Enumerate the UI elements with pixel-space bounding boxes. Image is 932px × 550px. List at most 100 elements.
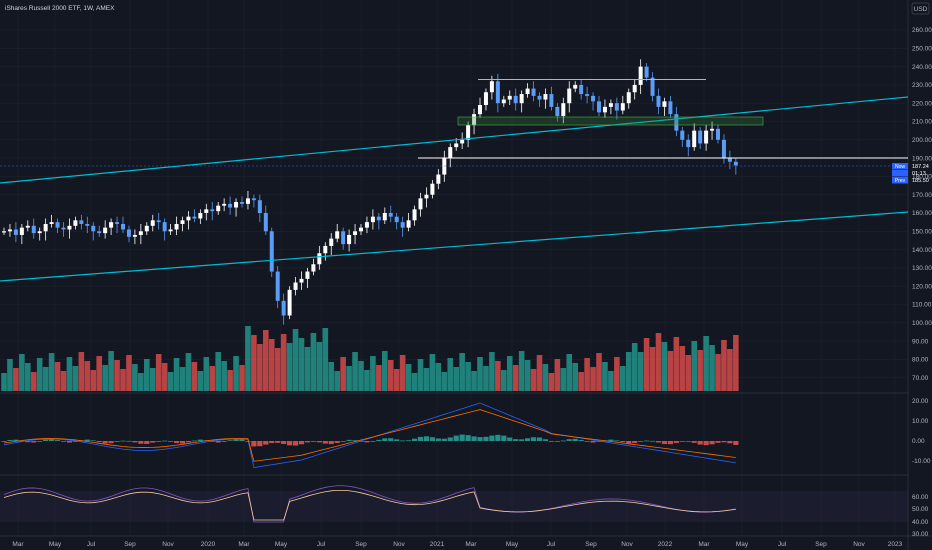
macd-hist-bar: [340, 441, 346, 442]
price-tick: 120.00: [912, 283, 932, 290]
macd-hist-bar: [316, 441, 322, 443]
macd-hist-bar: [471, 436, 477, 441]
macd-hist-bar: [721, 441, 727, 443]
time-label: Mar: [698, 541, 710, 548]
time-label: May: [736, 541, 749, 548]
time-axis[interactable]: Mar May Jul Sep Nov 2020 Mar May Jul Sep Nov 2021 Ma…: [12, 541, 902, 548]
macd-hist-bar: [513, 439, 519, 441]
drawings[interactable]: [0, 79, 909, 282]
candle-body: [49, 222, 54, 224]
candle-body: [37, 231, 42, 234]
candle-body: [174, 223, 179, 230]
macd-tick: 20.00: [912, 398, 929, 405]
volume-bar: [155, 354, 162, 391]
macd-hist-bar: [233, 439, 239, 441]
macd-hist-bar: [525, 438, 531, 441]
macd-hist-bar: [566, 439, 572, 441]
volume-bar: [423, 368, 430, 391]
candle-body: [478, 105, 482, 115]
candle-body: [388, 213, 393, 217]
volume-bar: [161, 363, 168, 391]
macd-hist-bar: [703, 441, 709, 446]
macd-hist-bar: [495, 434, 501, 441]
volume-bar: [60, 371, 67, 391]
volume-bar: [566, 354, 573, 391]
price-tick: 70.00: [912, 375, 929, 382]
signal-line: [3, 409, 736, 462]
candle-body: [721, 139, 726, 159]
candle-body: [585, 94, 590, 96]
volume-bar: [167, 372, 174, 391]
candle-body: [79, 220, 84, 224]
price-tick: 250.00: [912, 46, 932, 53]
volume-bar: [625, 352, 632, 391]
macd-hist-bar: [96, 441, 102, 443]
volume-bar: [631, 343, 638, 391]
price-tag-label: Prev: [895, 178, 906, 184]
volume-bar: [90, 370, 97, 391]
candle-body: [614, 103, 619, 111]
volume-bar: [102, 365, 108, 391]
volume-bar: [459, 353, 465, 391]
candle-body: [204, 209, 209, 213]
candle-body: [299, 278, 304, 283]
time-label: Nov: [853, 541, 865, 548]
volume-bar: [263, 330, 269, 391]
volume-bar: [144, 359, 150, 391]
macd-hist-bar: [465, 435, 471, 441]
macd-hist-bar: [322, 441, 328, 444]
time-label: Sep: [355, 541, 367, 548]
candle-body: [608, 103, 613, 107]
volume-bar: [709, 345, 715, 391]
candle-body: [281, 300, 286, 316]
macd-hist-bar: [245, 441, 251, 442]
candle-body: [240, 202, 244, 204]
macd-hist-bar: [620, 441, 626, 443]
volume-bar: [221, 361, 227, 391]
macd-hist-bar: [530, 437, 537, 441]
volume-bar: [536, 355, 543, 391]
candle-body: [733, 161, 738, 166]
candle-body: [466, 125, 471, 140]
volume-bar: [524, 360, 531, 391]
candle-body: [198, 213, 203, 219]
rsi-tick: 40.00: [912, 519, 929, 526]
candle-body: [364, 222, 369, 228]
macd-hist-bar: [459, 434, 465, 441]
candle-body: [412, 209, 417, 221]
volume-bar: [126, 355, 132, 391]
candle-body: [632, 84, 637, 93]
time-label: May: [275, 541, 288, 548]
candle-body: [257, 200, 262, 213]
candle-body: [2, 231, 6, 233]
time-label: 2021: [430, 541, 445, 548]
macd-hist-bar: [507, 437, 513, 441]
price-tick: 230.00: [912, 82, 932, 89]
price-axis[interactable]: 260.00 250.00 240.00 230.00 220.00 210.00 200.…: [892, 27, 932, 538]
volume-bar: [364, 370, 370, 391]
volume-bar: [673, 337, 680, 391]
volume-bar: [257, 344, 263, 391]
candle-body: [686, 139, 691, 148]
candle-body: [400, 222, 405, 228]
candle-body: [489, 81, 494, 93]
volume-bar: [72, 366, 79, 391]
candle-body: [531, 88, 536, 96]
volume-bar: [429, 354, 436, 391]
candle-body: [668, 101, 673, 115]
candle-body: [61, 227, 66, 230]
volume-bar: [227, 370, 233, 391]
volume-bar: [268, 339, 275, 391]
macd-hist-bar: [501, 435, 507, 441]
price-tick: 140.00: [912, 247, 932, 254]
price-tag: [892, 163, 908, 170]
macd-hist-bar: [49, 439, 55, 441]
volume-bar: [149, 368, 156, 391]
volume-bar: [138, 373, 144, 391]
candle-body: [573, 84, 578, 89]
currency-button[interactable]: USD: [911, 2, 930, 15]
candle-body: [591, 95, 596, 102]
candle-body: [329, 238, 334, 246]
candle-body: [85, 223, 90, 226]
